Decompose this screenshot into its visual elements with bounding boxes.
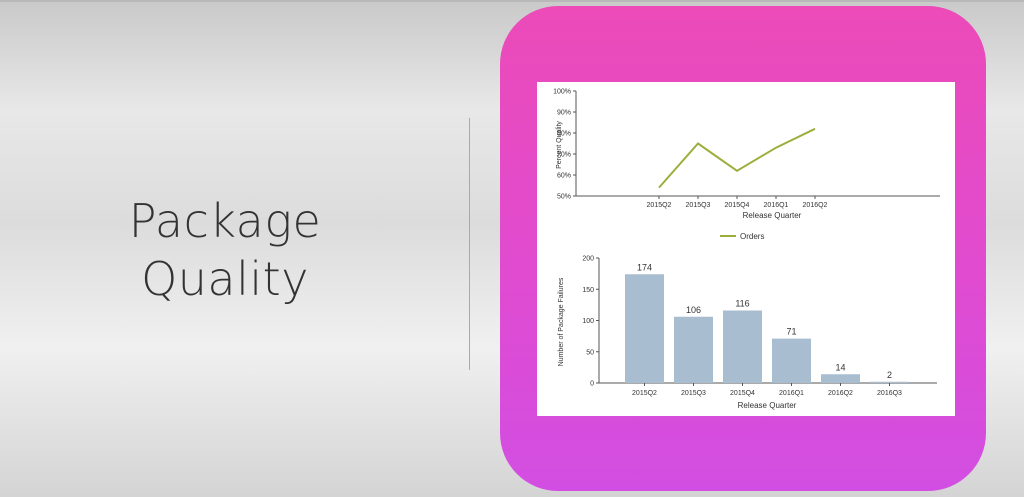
bar-data-label: 116 bbox=[735, 299, 749, 309]
bar bbox=[674, 316, 713, 383]
bar-data-label: 106 bbox=[686, 305, 701, 315]
line-x-axis-label: Release Quarter bbox=[743, 211, 802, 220]
line-y-tick-label: 50% bbox=[557, 194, 571, 201]
line-y-tick-label: 100% bbox=[553, 89, 571, 96]
bar-y-tick-label: 50 bbox=[586, 349, 594, 356]
title-line-1: Package bbox=[128, 194, 322, 248]
bar-y-tick-label: 0 bbox=[590, 381, 594, 388]
bar-y-tick-label: 150 bbox=[582, 287, 594, 294]
bar-data-label: 71 bbox=[786, 327, 796, 337]
line-y-tick-label: 70% bbox=[557, 152, 571, 159]
line-x-tick-label: 2015Q4 bbox=[725, 202, 750, 209]
charts-svg: Percent Quality Release Quarter 50% 60% 70… bbox=[553, 89, 940, 410]
bar-chart: Number of Package Failures Release Quart… bbox=[558, 256, 937, 410]
bar-y-tick-label: 200 bbox=[582, 256, 594, 263]
bar bbox=[723, 310, 762, 383]
bar bbox=[821, 374, 860, 383]
bar bbox=[870, 381, 909, 383]
slide-title: Package Quality bbox=[95, 192, 355, 308]
line-series-orders bbox=[658, 127, 816, 189]
bar-y-tick-label: 100 bbox=[582, 318, 594, 325]
line-x-tick-label: 2016Q2 bbox=[803, 202, 828, 209]
line-y-axis-label: Percent Quality bbox=[556, 121, 563, 169]
bar-x-tick-label: 2016Q2 bbox=[828, 390, 853, 397]
vertical-divider bbox=[469, 118, 470, 370]
bar-data-label: 2 bbox=[887, 370, 892, 380]
line-y-tick-label: 60% bbox=[557, 173, 571, 180]
chart-panel: Percent Quality Release Quarter 50% 60% 70… bbox=[537, 82, 955, 416]
bar-x-tick-label: 2016Q1 bbox=[779, 390, 804, 397]
bar-x-axis-label: Release Quarter bbox=[738, 401, 797, 410]
bar-x-tick-label: 2015Q4 bbox=[730, 390, 755, 397]
title-line-2: Quality bbox=[141, 252, 309, 306]
line-y-tick-label: 80% bbox=[557, 131, 571, 138]
line-x-tick-label: 2015Q3 bbox=[686, 202, 711, 209]
line-x-tick-label: 2015Q2 bbox=[647, 202, 672, 209]
legend-label-orders: Orders bbox=[740, 232, 764, 241]
bar-data-label: 14 bbox=[835, 362, 845, 372]
bar-x-tick-label: 2015Q2 bbox=[632, 390, 657, 397]
bar-x-tick-label: 2015Q3 bbox=[681, 390, 706, 397]
bar bbox=[625, 274, 664, 383]
bar-data-label: 174 bbox=[637, 262, 652, 272]
bar-x-tick-label: 2016Q3 bbox=[877, 390, 902, 397]
line-chart: Percent Quality Release Quarter 50% 60% 70… bbox=[553, 89, 940, 241]
line-x-tick-label: 2016Q1 bbox=[764, 202, 789, 209]
top-border bbox=[0, 0, 1024, 2]
bar-y-axis-label: Number of Package Failures bbox=[558, 277, 565, 366]
bar bbox=[772, 338, 811, 383]
line-y-tick-label: 90% bbox=[557, 110, 571, 117]
